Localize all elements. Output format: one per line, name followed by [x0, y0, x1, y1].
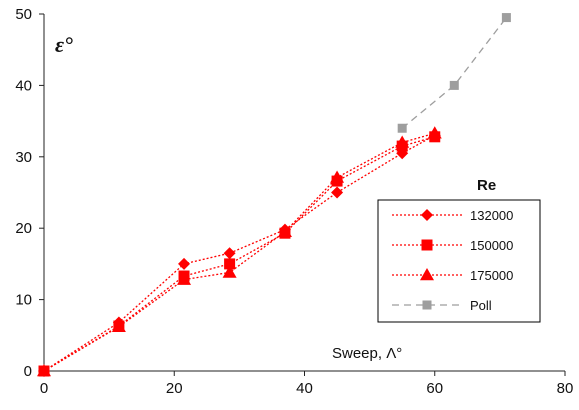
series-line-150000 — [43, 136, 435, 372]
x-tick-group: 0 20 40 60 80 — [40, 371, 574, 397]
data-point-175000 — [277, 224, 292, 238]
legend-label: 132000 — [470, 208, 513, 223]
legend-label: 175000 — [470, 268, 513, 283]
legend-marker — [421, 239, 433, 251]
y-tick-label: 30 — [15, 149, 32, 166]
legend-label: 150000 — [470, 238, 513, 253]
series-lines — [43, 17, 507, 372]
data-point-175000 — [427, 126, 442, 139]
data-point-Poll — [397, 123, 407, 133]
x-tick-label: 40 — [296, 380, 313, 397]
series-line-Poll — [401, 17, 507, 129]
x-tick-label: 20 — [166, 380, 183, 397]
data-point-175000 — [330, 170, 345, 183]
data-point-175000 — [37, 364, 51, 377]
y-axis-title: ε° — [55, 32, 73, 57]
legend-items: 132000 150000 175000 Poll — [392, 208, 513, 313]
x-tick-label: 0 — [40, 380, 48, 397]
data-point-Poll — [501, 13, 511, 23]
series-markers — [37, 13, 511, 377]
data-point-132000 — [223, 247, 236, 260]
legend-box — [377, 199, 541, 323]
y-tick-label: 10 — [15, 292, 32, 309]
legend-marker — [420, 268, 434, 281]
x-tick-label: 60 — [426, 380, 443, 397]
data-point-175000 — [395, 135, 410, 148]
series-line-175000 — [43, 132, 435, 372]
data-point-132000 — [178, 257, 191, 270]
data-point-175000 — [177, 272, 192, 285]
data-point-132000 — [331, 186, 344, 199]
x-axis-title: Sweep, Λ° — [332, 345, 402, 362]
y-tick-label: 0 — [24, 363, 32, 380]
legend-marker — [422, 300, 432, 310]
y-tick-group: 0 10 20 30 40 50 — [15, 6, 44, 380]
legend-label: Poll — [470, 298, 492, 313]
legend-marker — [421, 209, 433, 221]
legend-title: Re — [477, 177, 496, 194]
data-point-Poll — [449, 80, 459, 90]
y-tick-label: 40 — [15, 77, 32, 94]
data-point-175000 — [222, 265, 237, 278]
data-point-175000 — [111, 319, 126, 332]
x-tick-label: 80 — [557, 380, 574, 397]
y-tick-label: 50 — [15, 6, 32, 23]
data-point-150000 — [224, 258, 236, 270]
series-line-132000 — [43, 134, 436, 372]
y-tick-label: 20 — [15, 220, 32, 237]
legend: 132000 150000 175000 Poll — [377, 199, 541, 323]
